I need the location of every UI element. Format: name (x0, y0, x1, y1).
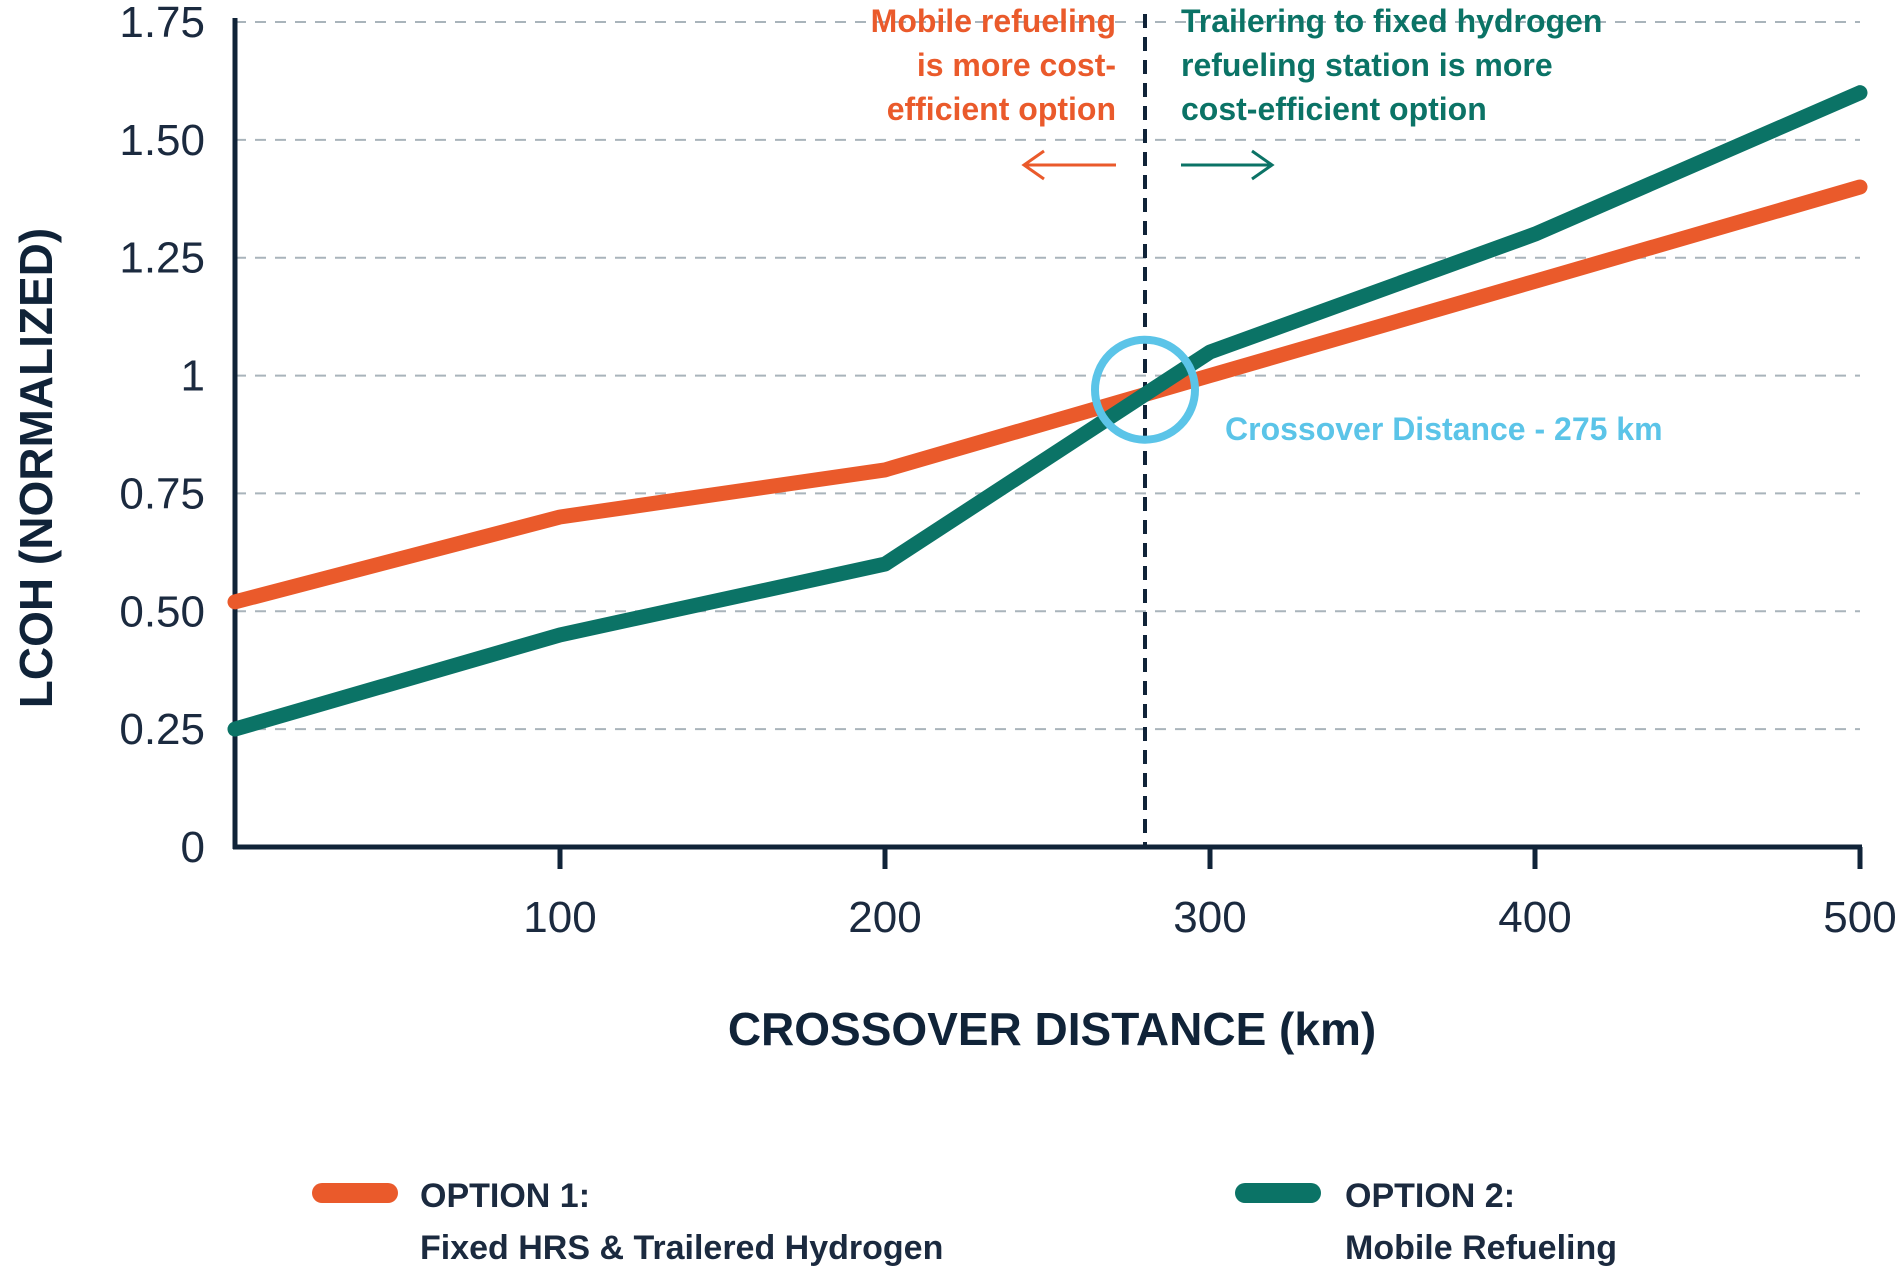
annotation-right: Trailering to fixed hydrogen refueling s… (1181, 3, 1602, 181)
y-tick-label: 1.75 (119, 0, 205, 47)
x-tick-label: 500 (1823, 893, 1896, 942)
x-tick-label: 100 (523, 893, 596, 942)
y-tick-label: 1.50 (119, 116, 205, 165)
tick-labels: 100 200 300 400 500 0 0.25 0.50 0.75 1 1.25 1.50 1.7… (119, 0, 1896, 942)
annotation-left: Mobile refueling is more cost- efficient… (871, 3, 1116, 181)
annotation-left-line: Mobile refueling (871, 3, 1116, 39)
y-tick-label: 0 (181, 823, 205, 872)
crossover-label: Crossover Distance - 275 km (1225, 411, 1663, 447)
axes (232, 18, 1863, 869)
x-tick-label: 300 (1173, 893, 1246, 942)
y-tick-label: 1.25 (119, 234, 205, 283)
annotation-left-line: efficient option (887, 91, 1116, 127)
crossover-circle (1091, 335, 1199, 444)
data-series (227, 85, 1868, 737)
crossover-marker (1091, 335, 1199, 444)
annotation-left-line: is more cost- (917, 47, 1116, 83)
annotation-right-line: refueling station is more (1181, 47, 1553, 83)
x-tick-label: 400 (1498, 893, 1571, 942)
y-tick-label: 0.25 (119, 705, 205, 754)
series-line-option-2 (227, 85, 1868, 737)
y-tick-label: 0.75 (119, 469, 205, 518)
annotation-right-line: cost-efficient option (1181, 91, 1487, 127)
grid-lines (235, 21, 1860, 731)
series-line-option-1 (227, 179, 1868, 610)
y-axis-title: LCOH (NORMALIZED) (10, 228, 62, 708)
x-tick-label: 200 (848, 893, 921, 942)
annotation-right-line: Trailering to fixed hydrogen (1181, 3, 1602, 39)
legend-title-option-2: OPTION 2: (1345, 1177, 1515, 1215)
legend-title-option-1: OPTION 1: (420, 1177, 590, 1215)
left-arrow-icon (1021, 149, 1116, 181)
right-arrow-icon (1181, 149, 1275, 181)
y-tick-label: 0.50 (119, 587, 205, 636)
legend-subtitle-option-1: Fixed HRS & Trailered Hydrogen (420, 1229, 943, 1267)
legend-subtitle-option-2: Mobile Refueling (1345, 1229, 1617, 1267)
x-axis-title: CROSSOVER DISTANCE (km) (728, 1003, 1376, 1055)
legend: OPTION 1: Fixed HRS & Trailered Hydrogen… (312, 1177, 1617, 1267)
y-tick-label: 1 (181, 352, 205, 401)
